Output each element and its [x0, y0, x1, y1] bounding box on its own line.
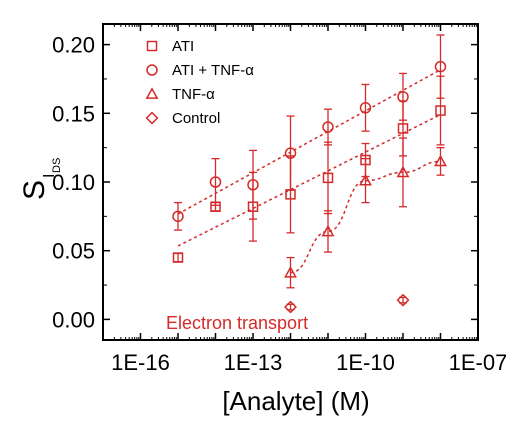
legend-marker-1 [146, 64, 158, 76]
marker-3-1 [396, 293, 410, 307]
fit-line-0 [177, 113, 441, 247]
fit-line-1 [177, 69, 441, 215]
marker-0-0 [172, 252, 184, 263]
marker-2-2 [359, 173, 372, 186]
marker-0-4 [322, 172, 334, 184]
marker-1-3 [284, 147, 297, 159]
data-markers [172, 60, 447, 314]
x-axis-title: [Analyte] (M) [222, 386, 369, 416]
legend-marker-2 [145, 87, 159, 99]
y-tick-label: 0.10 [52, 170, 95, 195]
marker-1-4 [322, 121, 334, 133]
marker-0-1 [210, 201, 221, 212]
y-tick-label: 0.05 [52, 239, 95, 264]
y-tick-label: 0.20 [52, 33, 95, 58]
x-tick-label: 1E-13 [224, 350, 283, 375]
annotation-label: Electron transport [166, 313, 308, 333]
x-tick-label: 1E-16 [111, 350, 170, 375]
marker-0-5 [360, 154, 371, 166]
legend: ATI ATI + TNF-α TNF-α Control [145, 38, 254, 127]
legend-label-3: Control [172, 110, 220, 127]
marker-0-3 [285, 189, 296, 200]
legend-marker-3 [145, 111, 159, 125]
marker-3-0 [284, 300, 297, 314]
marker-2-4 [434, 154, 447, 167]
marker-0-2 [247, 201, 259, 212]
marker-2-0 [284, 265, 297, 278]
y-tick-label: 0.00 [52, 307, 95, 332]
y-axis-title-main: S [18, 180, 51, 200]
marker-1-0 [172, 210, 184, 223]
marker-2-3 [396, 165, 410, 178]
axis-ticks: 1E-16 1E-13 1E-10 1E-07 0.00 0.05 0.10 0.15 0.20 [52, 24, 506, 375]
marker-1-2 [247, 178, 259, 191]
error-bars [174, 34, 445, 311]
y-axis-title-sub: I [41, 174, 58, 178]
marker-0-6 [397, 123, 409, 134]
marker-1-7 [434, 60, 447, 73]
legend-label-0: ATI [172, 38, 194, 55]
x-tick-label: 1E-07 [449, 350, 506, 375]
y-tick-label: 0.15 [52, 101, 95, 126]
y-axis-title-subsub: DS [51, 158, 63, 173]
legend-marker-0 [146, 40, 158, 52]
marker-1-1 [209, 176, 222, 188]
marker-2-1 [321, 224, 335, 237]
x-tick-label: 1E-10 [336, 350, 395, 375]
legend-label-1: ATI + TNF-α [172, 62, 254, 79]
marker-0-7 [435, 105, 446, 116]
marker-1-5 [359, 102, 372, 114]
y-axis-title: S I DS [18, 158, 63, 200]
marker-1-6 [397, 91, 409, 103]
legend-label-2: TNF-α [172, 86, 215, 103]
